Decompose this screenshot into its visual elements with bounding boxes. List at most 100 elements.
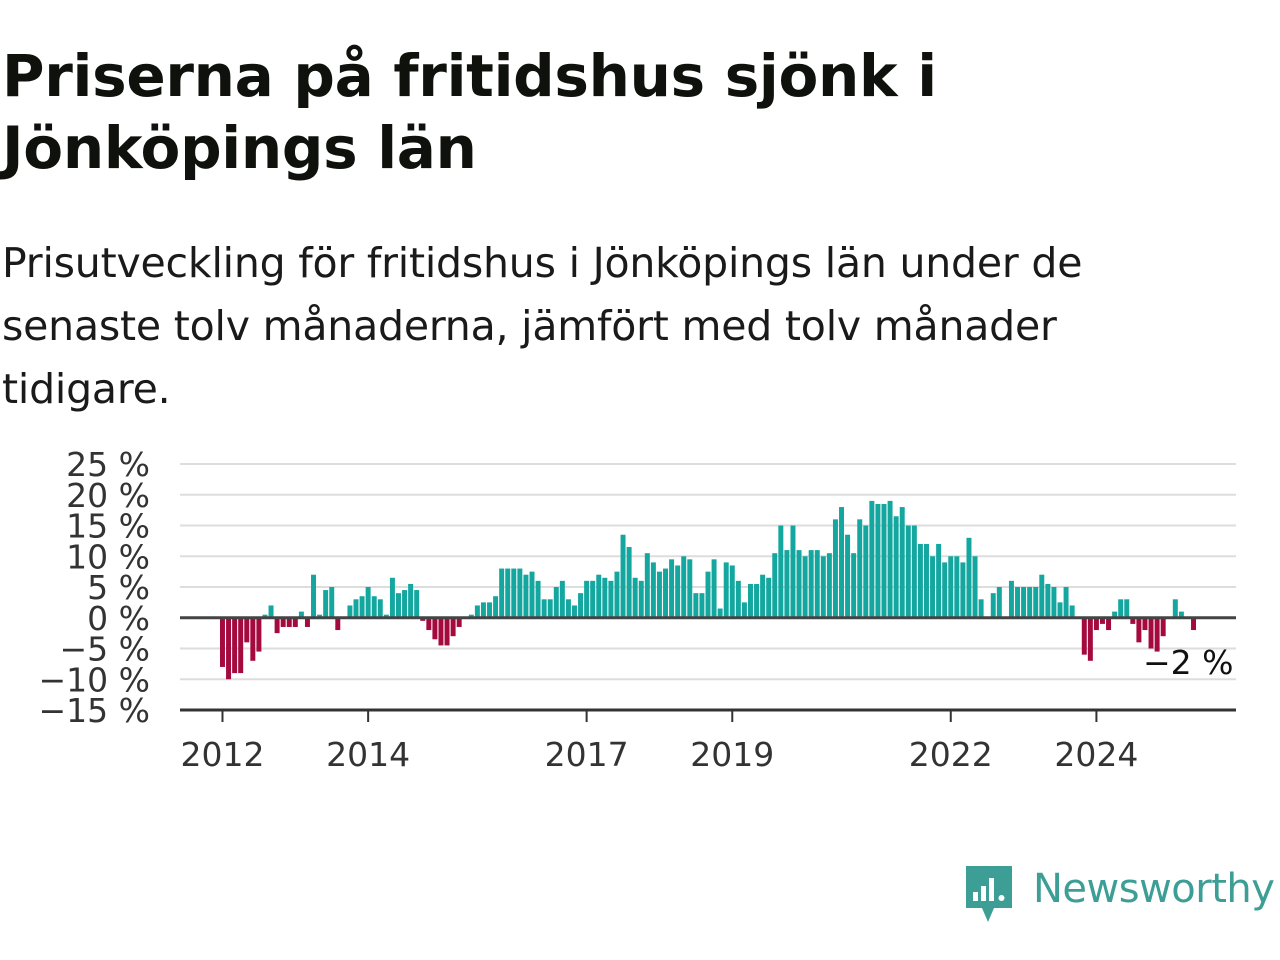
bar xyxy=(1051,587,1057,618)
bar xyxy=(766,577,772,618)
bar xyxy=(493,596,499,618)
bar-chart: −15 %−10 %−5 %0 %5 %10 %15 %20 %25 % 201… xyxy=(39,445,1236,774)
bar xyxy=(1130,617,1136,624)
bar xyxy=(663,568,669,618)
bar xyxy=(474,605,480,618)
bar xyxy=(232,617,238,674)
bar xyxy=(1057,602,1063,618)
bar xyxy=(584,580,590,618)
bar xyxy=(602,577,608,618)
bar xyxy=(438,617,444,646)
bar xyxy=(250,617,256,661)
brand-name: Newsworthy xyxy=(1033,866,1275,912)
bar xyxy=(723,562,729,618)
bar xyxy=(917,543,923,618)
bar xyxy=(954,556,960,618)
bar xyxy=(596,574,602,618)
bar xyxy=(262,614,268,618)
bar xyxy=(1008,580,1014,618)
y-tick-label: 25 % xyxy=(66,445,150,484)
y-tick-label: 5 % xyxy=(87,568,150,607)
bar xyxy=(808,550,814,618)
bar xyxy=(681,556,687,618)
bar xyxy=(292,617,298,627)
bar xyxy=(268,605,274,618)
bar xyxy=(711,559,717,618)
bar xyxy=(990,593,996,618)
bar xyxy=(365,587,371,618)
bar xyxy=(717,608,723,618)
y-tick-label: 10 % xyxy=(66,537,150,576)
y-tick-label: 15 % xyxy=(66,507,150,546)
bar xyxy=(304,617,310,627)
bar xyxy=(571,605,577,618)
bar xyxy=(814,550,820,618)
bar xyxy=(735,580,741,618)
y-tick-label: −10 % xyxy=(39,660,151,699)
bar xyxy=(778,525,784,618)
bar xyxy=(377,599,383,618)
bar xyxy=(590,580,596,618)
newsworthy-logo-icon xyxy=(966,866,1012,922)
bar xyxy=(832,519,838,618)
bar xyxy=(286,617,292,627)
bar xyxy=(699,593,705,618)
bar xyxy=(541,599,547,618)
bar xyxy=(790,525,796,618)
bar xyxy=(298,611,304,618)
x-tick-label: 2017 xyxy=(545,735,629,774)
bar xyxy=(948,556,954,618)
bar xyxy=(565,599,571,618)
bar xyxy=(323,590,329,618)
bar xyxy=(1118,599,1124,618)
bar xyxy=(1106,617,1112,631)
bar xyxy=(911,525,917,618)
bar xyxy=(845,534,851,618)
bar xyxy=(826,553,832,618)
bar xyxy=(395,593,401,618)
bar xyxy=(1045,583,1051,618)
x-axis: 2012 2014 2017 2019 2022 2024 xyxy=(180,708,1236,774)
bar xyxy=(480,602,486,618)
bar xyxy=(614,571,620,618)
bar xyxy=(505,568,511,618)
bar xyxy=(402,590,408,618)
bar xyxy=(942,562,948,618)
bar xyxy=(547,599,553,618)
bar xyxy=(553,587,559,618)
bar xyxy=(905,525,911,618)
y-axis-tick-labels: −15 %−10 %−5 %0 %5 %10 %15 %20 %25 % xyxy=(39,445,151,730)
y-tick-label: 0 % xyxy=(87,599,150,638)
bar xyxy=(760,574,766,618)
bar xyxy=(1112,611,1118,618)
bar xyxy=(705,571,711,618)
bar xyxy=(881,503,887,618)
bar xyxy=(669,559,675,618)
bar xyxy=(887,500,893,618)
bar xyxy=(1099,617,1105,624)
bar xyxy=(468,614,474,618)
bar xyxy=(1015,587,1021,618)
bar xyxy=(499,568,505,618)
bar xyxy=(359,596,365,618)
bar xyxy=(523,574,529,618)
bar xyxy=(1093,617,1099,631)
bar xyxy=(620,534,626,618)
bar xyxy=(535,580,541,618)
bar xyxy=(280,617,286,627)
bar xyxy=(644,553,650,618)
chart-title: Priserna på fritidshus sjönk i Jönköping… xyxy=(2,42,937,182)
bar xyxy=(1172,599,1178,618)
bar xyxy=(875,503,881,618)
bar xyxy=(960,562,966,618)
bar xyxy=(1081,617,1087,655)
bar xyxy=(675,565,681,618)
chart-subtitle: Prisutveckling för fritidshus i Jönköpin… xyxy=(2,239,1083,413)
bar xyxy=(638,580,644,618)
bar xyxy=(893,516,899,618)
bar xyxy=(244,617,250,643)
bar xyxy=(517,568,523,618)
bar xyxy=(729,565,735,618)
bar xyxy=(796,550,802,618)
last-value-annotation: −2 % xyxy=(1143,643,1234,682)
